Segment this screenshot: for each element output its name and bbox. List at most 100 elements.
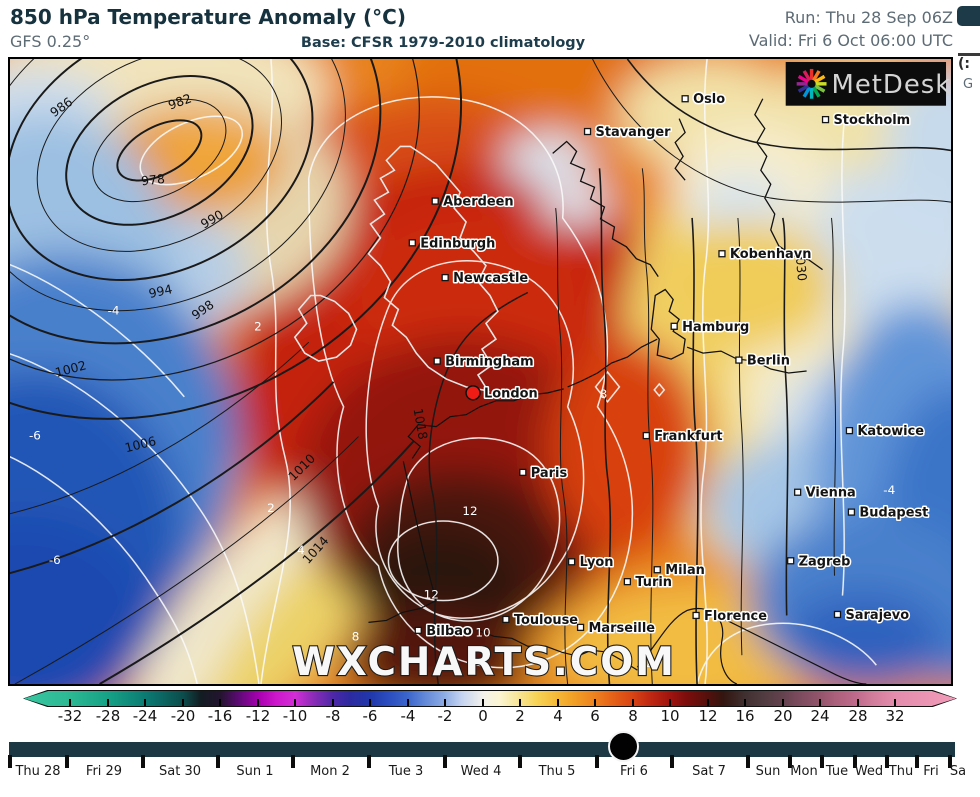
timeline-tick [788,755,792,768]
anomaly-color-field [10,59,951,684]
run-time-label: Run: Thu 28 Sep 06Z [784,8,953,27]
timeline-day-label: Sa [949,764,967,779]
colorbar-tick-label: 28 [848,707,868,725]
timeline-day-label: Mon 2 [310,764,350,779]
colorbar-tick-label: 24 [810,707,830,725]
colorbar-tick [444,699,446,706]
city-label: Sarajevo [845,608,909,623]
city-label: Newcastle [453,271,528,286]
colorbar-tick-label: 10 [660,707,680,725]
city-marker [441,273,449,282]
colorbar-tick-label: 20 [773,707,793,725]
city-marker-highlight [465,385,481,401]
city-marker [681,95,689,103]
colorbar-tick [782,699,784,706]
isobar-contours [10,59,951,684]
city-marker [653,566,661,574]
city-marker [735,356,743,364]
colorbar-tick [669,699,671,706]
timeline-tick [518,755,522,768]
timeline-tick [443,755,447,768]
colorbar-labels: -32 -28 -24 -20 -16 -12 -10 -8 -6 -4 -2 0 2 4 6 8 10 12 16… [23,707,957,727]
colorbar-tick-label: 6 [590,707,600,725]
timeline-tick [853,755,857,768]
city-marker [431,197,439,205]
colorbar-tick [69,699,71,706]
city-label: Edinburgh [420,236,495,251]
city-marker [692,611,700,620]
timeline-slider-handle[interactable] [607,731,639,762]
colorbar-tick-label: 0 [478,707,488,725]
colorbar-tick [482,699,484,706]
colorbar-tick [594,699,596,706]
edge-divider [958,53,980,56]
city-label: Birmingham [445,355,533,370]
city-label: Hamburg [682,320,749,335]
timeline-day-label: Tue 3 [388,764,424,779]
city-marker [845,426,854,435]
timeline-day-label: Wed [854,764,884,779]
colorbar-tick-label: -10 [282,707,308,725]
city-marker [670,322,678,330]
colorbar-tick [894,699,896,706]
anomaly-label: 12 [462,504,477,518]
city-markers: Oslo Stavanger Stockholm Aberdeen Edinburgh N… [408,91,930,640]
city-marker [519,468,527,476]
colorbar-tick [182,699,184,706]
timeline-tick [670,755,674,768]
timeline-day-label: Fri 6 [620,764,648,779]
metdesk-logo: MetDesk [785,61,951,106]
city-marker [623,578,632,586]
city-label: Toulouse [514,613,578,628]
city-label: Frankfurt [654,429,722,444]
anomaly-label: 12 [424,588,439,602]
colorbar-tick-label: 16 [735,707,755,725]
timeline-day-label: Thu 28 [15,764,61,779]
colorbar-tick-label: 2 [515,707,525,725]
timeline-day-label: Thu 5 [538,764,576,779]
anomaly-label: 2 [267,501,275,515]
collapsed-panel-button[interactable] [957,6,980,26]
timeline-tick [595,755,599,768]
city-label: Oslo [693,92,725,107]
colorbar-tick-label: 4 [553,707,563,725]
anomaly-label: 10 [475,625,490,639]
anomaly-label: 4 [646,658,654,672]
timeline-day-label: Sun [755,764,781,779]
city-label: Milan [665,563,705,578]
timeline-day-label: Fri [923,764,939,779]
timeline-tick [216,755,220,768]
colorbar-gradient [24,691,956,706]
colorbar-tick-label: -16 [207,707,233,725]
colorbar-tick-label: -24 [132,707,158,725]
colorbar-tick [857,699,859,706]
colorbar-tick-label: 8 [628,707,638,725]
city-label: Kobenhavn [730,247,812,262]
timeline-track[interactable] [9,742,955,757]
anomaly-contours [10,59,877,684]
city-marker [642,431,650,440]
colorbar-tick [294,699,296,706]
colorbar-tick [219,699,221,706]
city-label: Marseille [589,621,656,636]
colorbar-tick [257,699,259,706]
timeline-tick [367,755,371,768]
colorbar-tick [144,699,146,706]
city-label: Turin [635,575,672,590]
metdesk-pinwheel-icon [796,68,827,99]
city-label: Lyon [580,555,614,570]
colorbar-tick [369,699,371,706]
metdesk-logo-text: MetDesk [832,70,951,100]
edge-partial-label: G [963,77,974,92]
colorbar-tick-label: -12 [245,707,271,725]
isobar-label: 994 [147,281,173,301]
timeline-tick [915,755,919,768]
anomaly-label: 8 [352,629,360,643]
climatology-base-label: Base: CFSR 1979-2010 climatology [300,35,586,51]
colorbar-tick-label: -28 [95,707,121,725]
city-label: Zagreb [799,554,851,569]
anomaly-label: -4 [108,303,120,317]
city-label: Katowice [857,424,924,439]
isobar-label: 1030 [792,249,810,282]
